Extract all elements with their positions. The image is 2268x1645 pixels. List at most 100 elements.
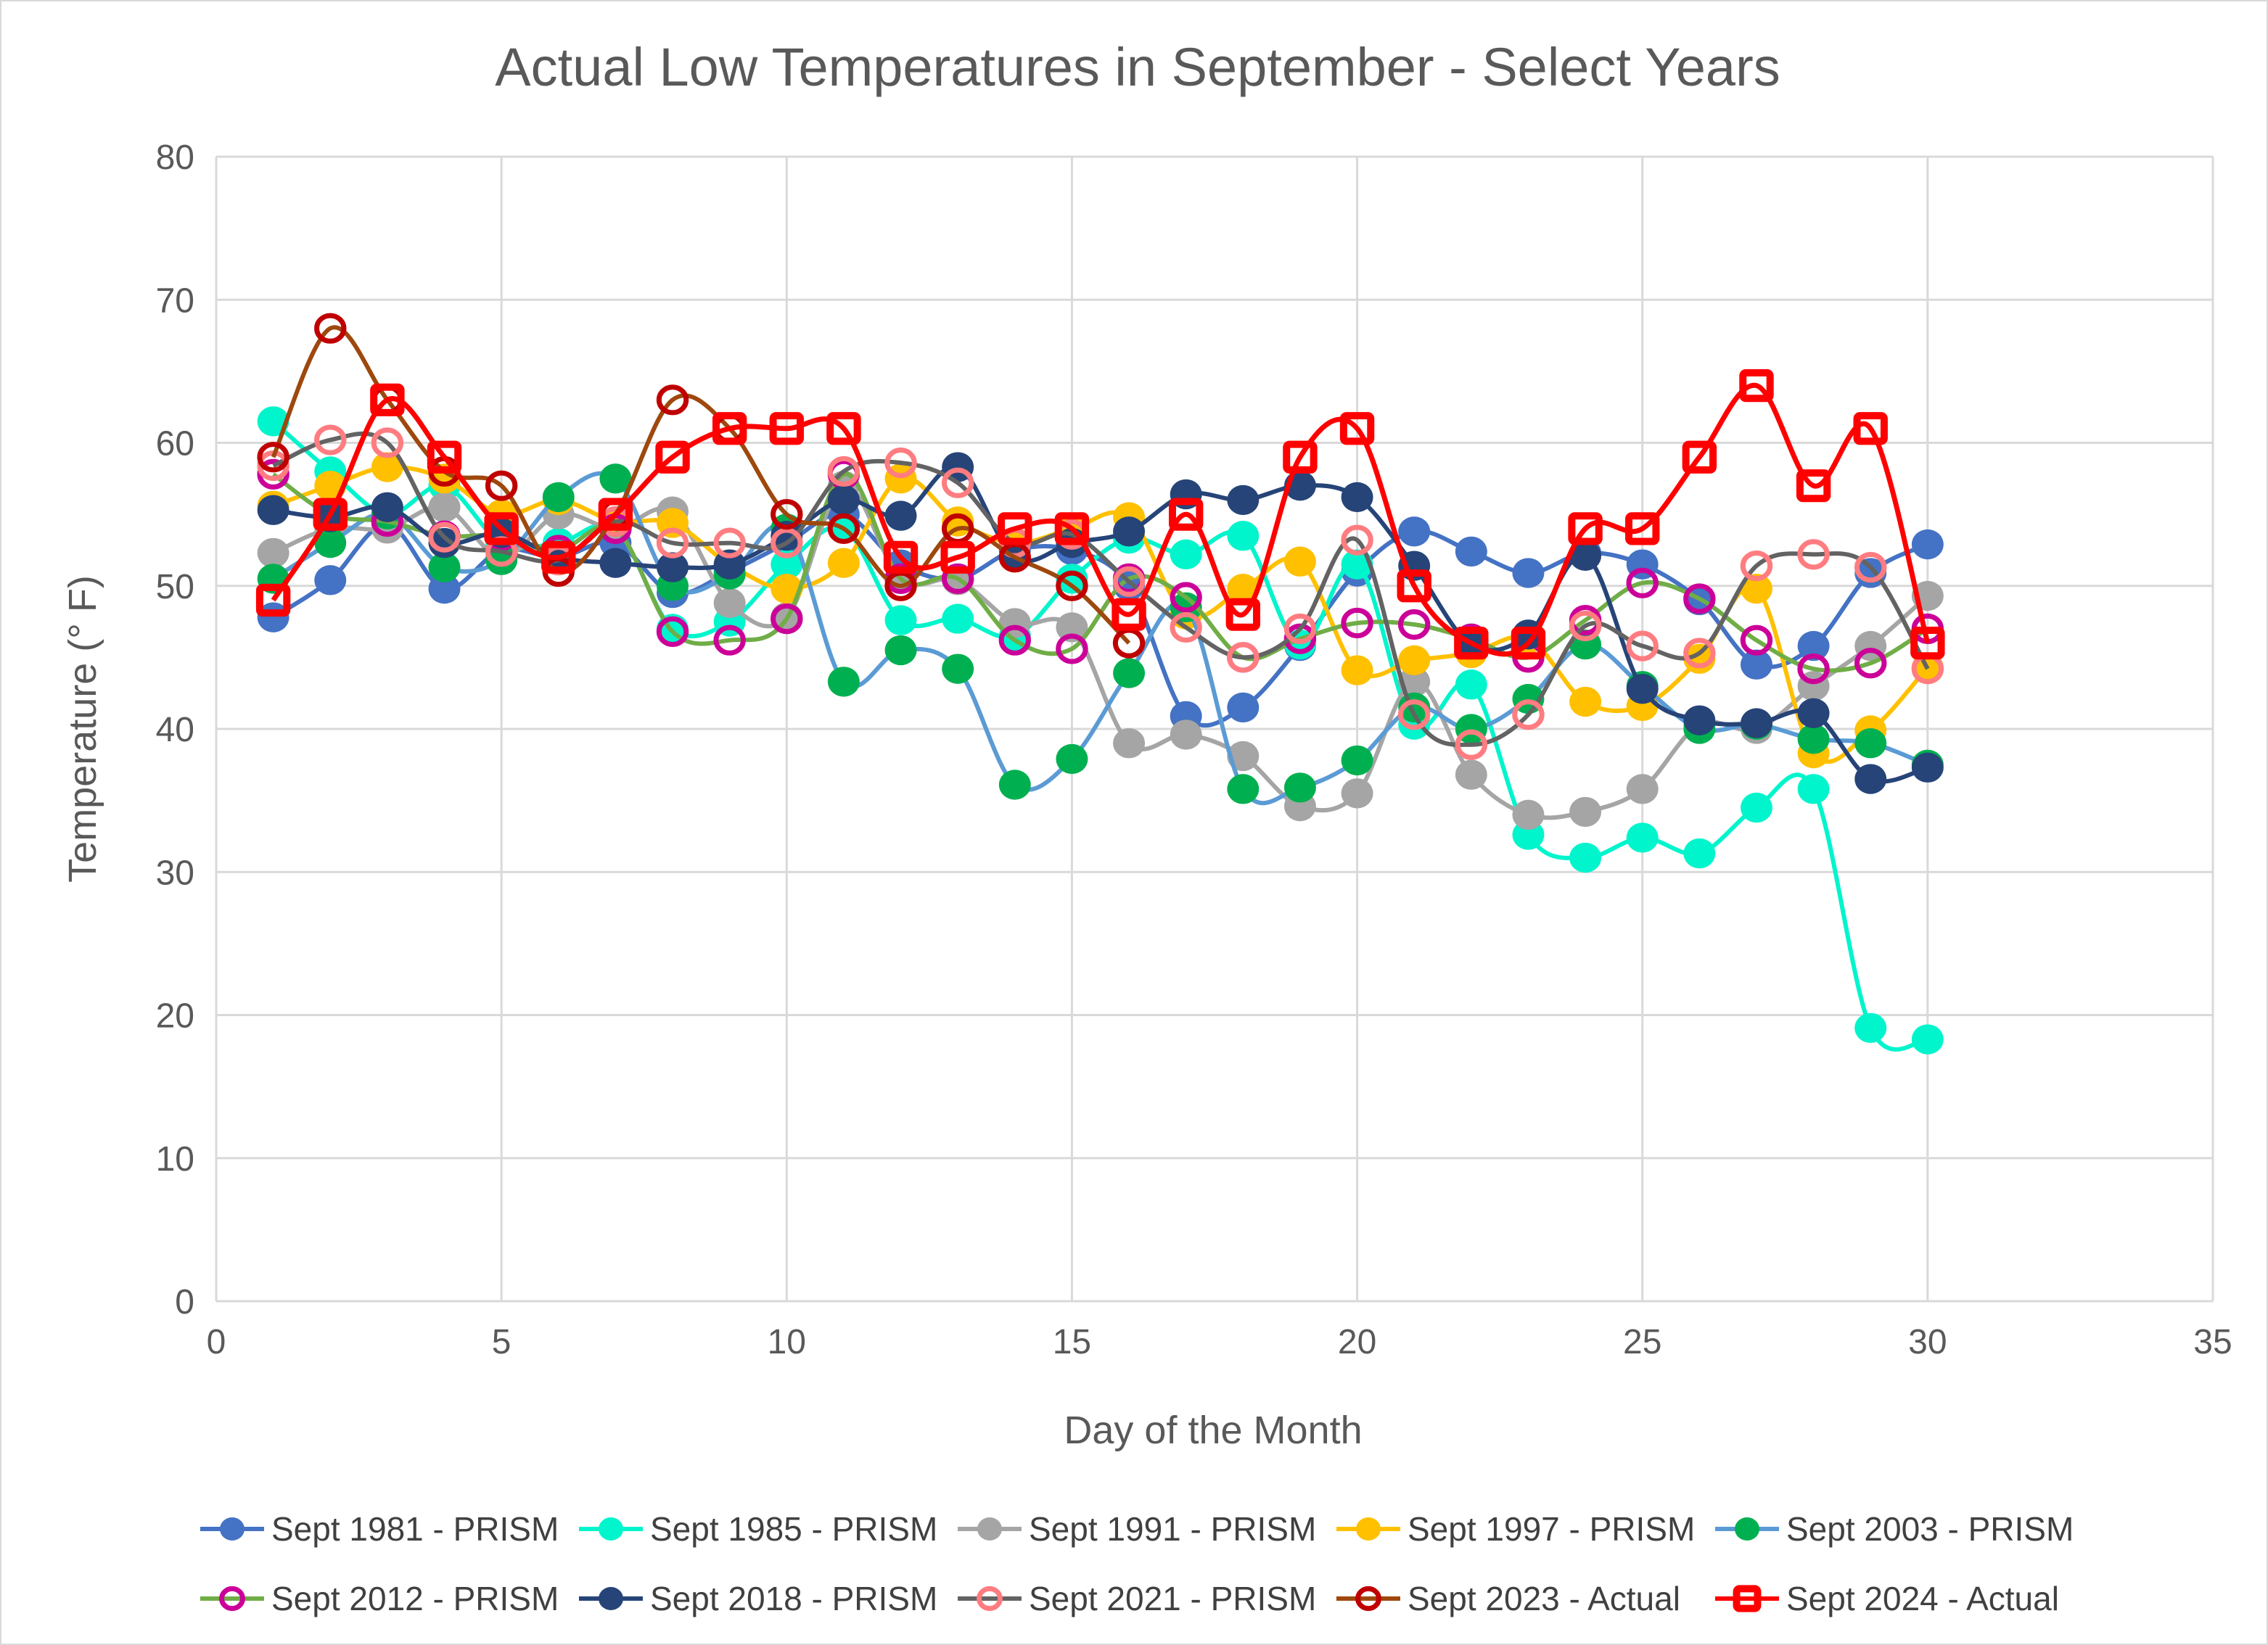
data-point [771,521,803,551]
data-point [827,667,860,697]
data-point [712,412,747,445]
data-point [1341,745,1373,776]
data-point [1168,498,1204,531]
legend-label: Sept 2021 - PRISM [1029,1580,1316,1617]
data-point [1569,796,1602,828]
legend-item: Sept 1997 - PRISM [1336,1510,1695,1548]
data-point [884,605,917,635]
data-point [1397,569,1431,603]
data-point [1227,774,1260,804]
data-point [428,574,461,604]
data-point [884,500,917,531]
x-tick-label: 15 [1053,1323,1091,1361]
chart-title: Actual Low Temperatures in September - S… [495,37,1780,97]
legend-label: Sept 2003 - PRISM [1786,1510,2074,1548]
data-point [1227,521,1260,551]
series-sept-2024-actual [255,369,1945,660]
legend-label: Sept 1981 - PRISM [271,1510,559,1548]
legend-marker [220,1517,245,1541]
x-tick-label: 35 [2193,1323,2232,1361]
data-point [1626,674,1659,704]
legend-item: Sept 1991 - PRISM [958,1510,1316,1548]
data-point [1911,752,1944,783]
data-point [428,521,461,553]
data-point [1454,627,1489,660]
data-point [428,552,461,582]
y-tick-label: 80 [156,139,194,177]
data-point [1569,610,1602,642]
data-point [257,458,289,490]
data-point [1511,627,1546,660]
data-point [1056,612,1088,643]
data-point [1341,482,1373,513]
data-point [1569,686,1602,717]
data-point [257,406,289,437]
data-point [1512,799,1545,830]
x-tick-label: 30 [1908,1323,1947,1361]
data-point [1568,512,1603,545]
data-point [713,624,746,656]
data-point [1112,598,1146,631]
legend-label: Sept 2024 - Actual [1786,1580,2059,1617]
data-point [1170,611,1202,643]
data-point [1227,692,1260,723]
data-point [371,492,403,522]
data-point [884,448,917,479]
y-tick-label: 70 [156,281,194,320]
data-point [1740,574,1772,604]
data-point [1740,708,1772,738]
data-point [1626,774,1659,804]
data-point [1455,729,1488,760]
data-point [1398,645,1431,675]
data-point [1227,574,1260,604]
data-point [827,485,860,516]
data-point [599,463,632,494]
series-line [271,382,1931,657]
data-point [827,455,860,487]
legend-marker [977,1586,1003,1612]
data-point [314,527,347,558]
data-point [1398,609,1431,640]
data-point [257,537,289,569]
data-point [1797,630,1830,661]
data-point [942,654,974,684]
data-point [314,313,347,344]
data-point [1854,728,1887,759]
legend-marker [599,1517,623,1541]
data-point [1911,1024,1944,1055]
legend-item: Sept 2003 - PRISM [1715,1510,2074,1548]
data-point [1626,630,1659,661]
series-group [255,313,1945,1055]
data-point [1227,642,1260,673]
data-point [713,588,746,619]
data-point [371,427,404,458]
data-point [1112,566,1146,597]
data-point [1740,649,1772,680]
data-point [1283,440,1318,474]
y-tick-label: 0 [175,1283,194,1322]
data-point [1170,539,1202,570]
legend-label: Sept 2023 - Actual [1408,1580,1680,1617]
data-point [940,540,975,574]
data-point [1512,558,1545,588]
y-tick-label: 50 [156,568,194,606]
data-point [827,548,860,578]
legend-label: Sept 1997 - PRISM [1408,1510,1695,1548]
data-point [314,565,347,595]
data-point [370,383,405,416]
legend-label: Sept 1985 - PRISM [650,1510,937,1548]
legend-item: Sept 1981 - PRISM [200,1510,559,1548]
legend-marker [1733,1585,1762,1612]
data-point [257,442,289,473]
x-tick-label: 5 [492,1323,511,1361]
data-point [1797,698,1830,728]
data-point [1797,774,1830,804]
data-point [998,624,1032,656]
data-point [713,527,746,558]
data-point [1512,699,1545,730]
data-point [1569,842,1602,873]
y-axis-title: Temperature (° F) [61,575,104,883]
data-point [1225,598,1261,631]
data-point [1056,743,1088,775]
